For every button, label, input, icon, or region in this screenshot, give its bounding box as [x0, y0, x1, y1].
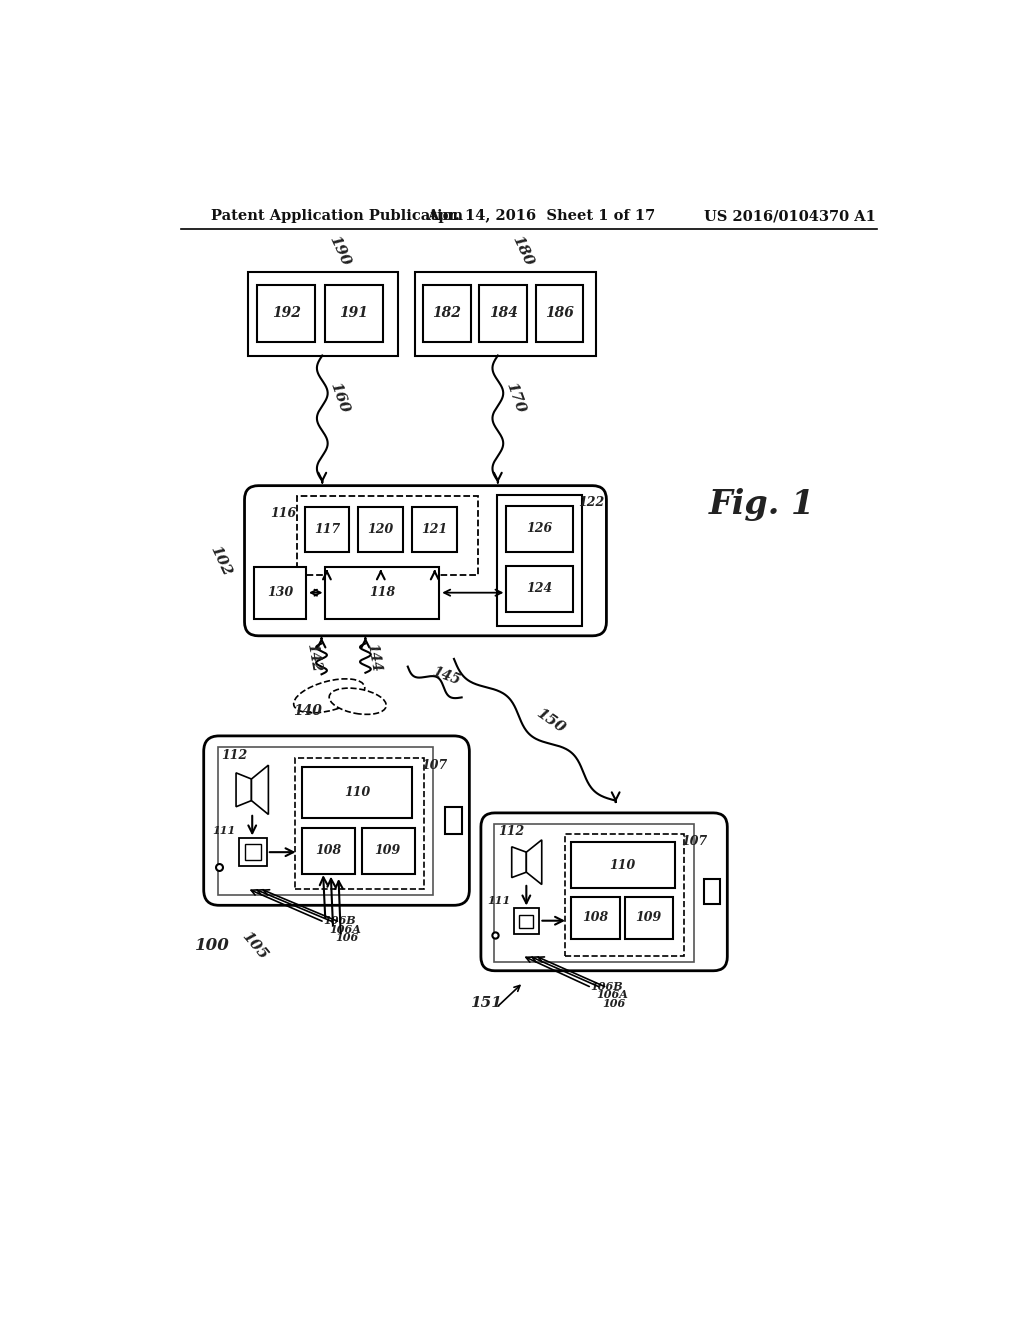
Bar: [297, 496, 478, 576]
Bar: [565, 834, 684, 956]
Text: US 2016/0104370 A1: US 2016/0104370 A1: [705, 209, 877, 223]
Text: 111: 111: [212, 825, 236, 836]
Text: 180: 180: [509, 234, 536, 268]
Bar: [494, 824, 694, 961]
Text: 122: 122: [578, 496, 604, 510]
Text: 150: 150: [534, 706, 567, 735]
Text: 121: 121: [422, 523, 447, 536]
Text: 151: 151: [470, 997, 502, 1010]
Text: 110: 110: [344, 785, 370, 799]
Text: 102: 102: [207, 543, 232, 578]
Bar: [257, 285, 315, 342]
Text: Fig. 1: Fig. 1: [709, 488, 815, 521]
Text: 107: 107: [422, 759, 447, 772]
Bar: [497, 495, 582, 626]
Bar: [416, 272, 596, 355]
Text: 105: 105: [239, 929, 269, 962]
Polygon shape: [526, 840, 542, 884]
Text: 112: 112: [498, 825, 524, 838]
FancyBboxPatch shape: [481, 813, 727, 970]
Bar: [358, 507, 403, 552]
Text: 120: 120: [368, 523, 394, 536]
Text: 117: 117: [313, 523, 340, 536]
Bar: [444, 807, 462, 834]
Text: 142: 142: [304, 642, 324, 673]
Bar: [246, 845, 261, 859]
Bar: [302, 828, 355, 874]
Bar: [705, 879, 720, 904]
Text: 140: 140: [293, 705, 323, 718]
Text: 145: 145: [430, 664, 462, 688]
Text: 111: 111: [487, 895, 511, 907]
Text: 108: 108: [582, 911, 608, 924]
Text: 184: 184: [488, 306, 518, 321]
Text: 118: 118: [370, 586, 395, 599]
Text: 106A: 106A: [330, 924, 361, 935]
Text: 112: 112: [221, 748, 248, 762]
FancyBboxPatch shape: [204, 737, 469, 906]
Text: 107: 107: [681, 834, 708, 847]
Bar: [361, 828, 415, 874]
Text: 126: 126: [526, 523, 553, 536]
Bar: [325, 285, 383, 342]
Text: 192: 192: [271, 306, 300, 321]
Bar: [506, 506, 572, 552]
Bar: [240, 838, 267, 866]
Text: 182: 182: [432, 306, 462, 321]
Bar: [413, 507, 457, 552]
Bar: [506, 566, 572, 612]
Text: 130: 130: [267, 586, 293, 599]
Polygon shape: [237, 774, 252, 807]
Bar: [302, 767, 413, 817]
Text: Patent Application Publication: Patent Application Publication: [211, 209, 464, 223]
Ellipse shape: [294, 678, 365, 713]
Bar: [423, 285, 471, 342]
Bar: [571, 896, 620, 940]
Text: 191: 191: [339, 306, 369, 321]
Text: 116: 116: [270, 507, 296, 520]
Bar: [326, 566, 439, 619]
FancyBboxPatch shape: [245, 486, 606, 636]
Bar: [295, 758, 424, 890]
Bar: [254, 566, 306, 619]
Polygon shape: [252, 766, 268, 814]
Text: 124: 124: [526, 582, 553, 595]
Text: Apr. 14, 2016  Sheet 1 of 17: Apr. 14, 2016 Sheet 1 of 17: [427, 209, 655, 223]
Text: 186: 186: [545, 306, 573, 321]
Polygon shape: [512, 847, 526, 878]
Text: 160: 160: [328, 380, 351, 416]
Bar: [479, 285, 527, 342]
Bar: [625, 896, 674, 940]
Text: 109: 109: [636, 911, 662, 924]
Bar: [514, 908, 540, 933]
Bar: [304, 507, 349, 552]
Text: 144: 144: [365, 642, 383, 673]
Text: 106B: 106B: [590, 981, 623, 991]
Bar: [571, 842, 675, 888]
Bar: [519, 915, 534, 928]
Text: 190: 190: [327, 234, 352, 268]
Text: 106: 106: [602, 998, 626, 1008]
Bar: [536, 285, 584, 342]
Text: 108: 108: [315, 843, 342, 857]
Text: 100: 100: [195, 937, 229, 954]
Text: 106: 106: [336, 932, 358, 942]
Ellipse shape: [329, 688, 386, 714]
Text: 110: 110: [609, 859, 636, 871]
Text: 106B: 106B: [323, 915, 355, 927]
Text: 106A: 106A: [596, 989, 629, 1001]
Text: 109: 109: [375, 843, 400, 857]
Text: 170: 170: [503, 380, 526, 416]
Bar: [217, 747, 433, 895]
Bar: [248, 272, 397, 355]
